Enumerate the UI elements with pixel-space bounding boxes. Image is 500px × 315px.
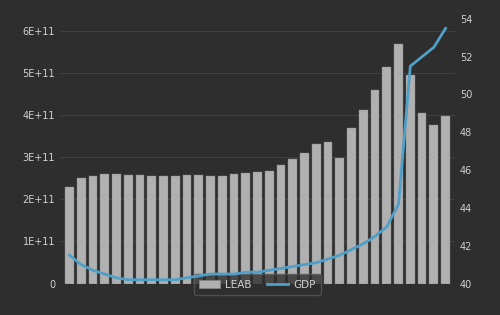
- Bar: [242, 173, 250, 284]
- Bar: [182, 175, 192, 284]
- Bar: [324, 142, 332, 284]
- Bar: [265, 170, 274, 284]
- Bar: [230, 174, 238, 284]
- Bar: [194, 175, 203, 284]
- Bar: [300, 153, 309, 284]
- Bar: [394, 44, 403, 284]
- Bar: [347, 128, 356, 284]
- Bar: [430, 125, 438, 284]
- Bar: [276, 165, 285, 284]
- Bar: [159, 176, 168, 284]
- Bar: [312, 144, 320, 284]
- Bar: [406, 75, 414, 284]
- Bar: [418, 113, 426, 284]
- Bar: [77, 178, 86, 284]
- Bar: [382, 67, 391, 284]
- Bar: [148, 176, 156, 284]
- Bar: [218, 175, 226, 284]
- Bar: [206, 176, 215, 284]
- Bar: [370, 90, 380, 284]
- Bar: [253, 172, 262, 284]
- Bar: [136, 175, 144, 284]
- Bar: [100, 174, 109, 284]
- Bar: [112, 174, 121, 284]
- Legend: LEAB, GDP: LEAB, GDP: [194, 274, 321, 295]
- Bar: [359, 110, 368, 284]
- Bar: [441, 116, 450, 284]
- Bar: [124, 175, 132, 284]
- Bar: [336, 158, 344, 284]
- Bar: [65, 186, 74, 284]
- Bar: [171, 175, 179, 284]
- Bar: [88, 176, 98, 284]
- Bar: [288, 159, 297, 284]
